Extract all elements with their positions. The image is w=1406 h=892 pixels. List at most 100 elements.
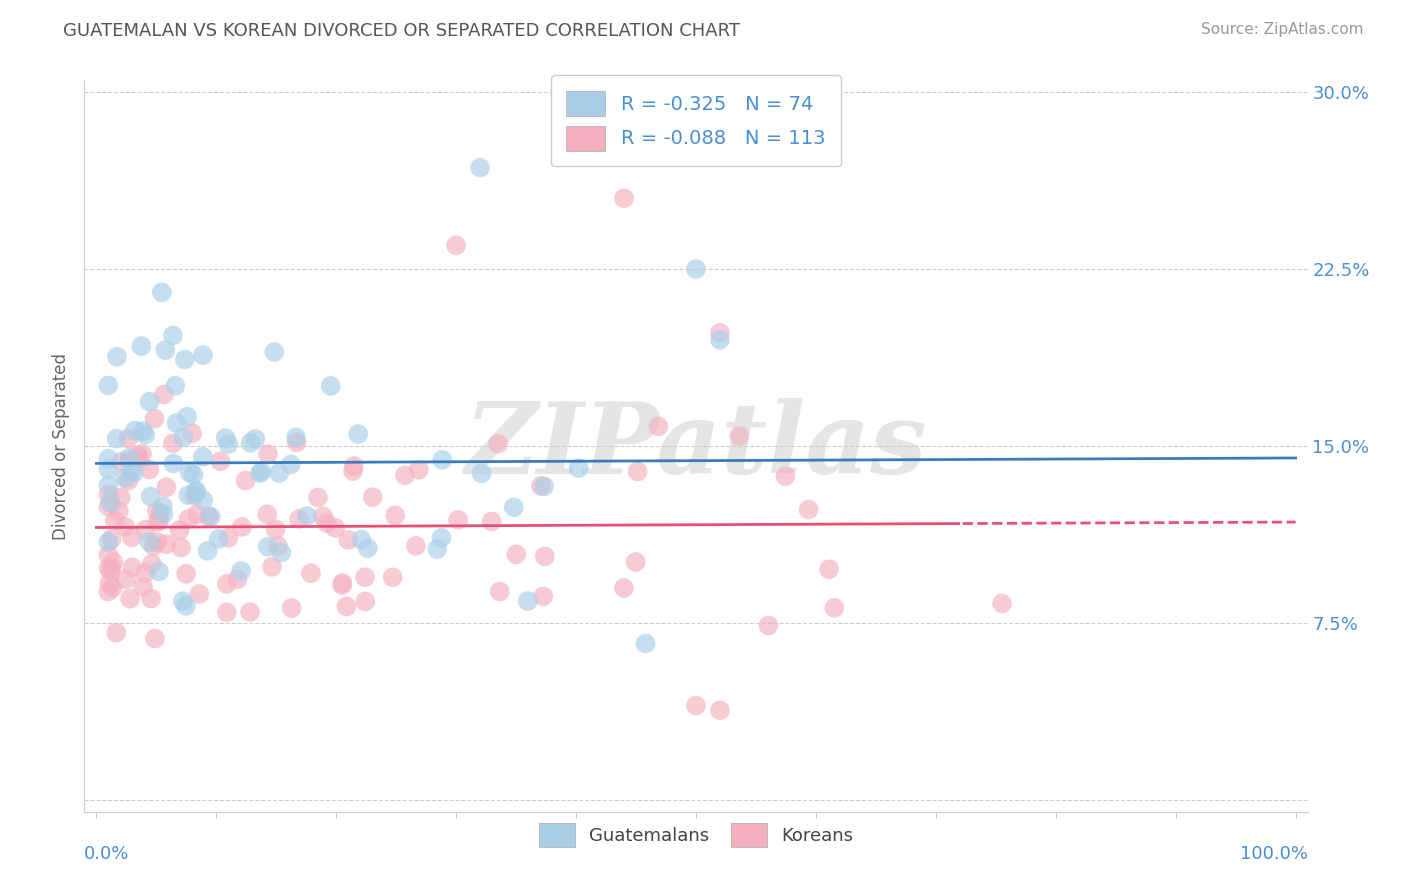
Point xyxy=(183,467,205,482)
Point xyxy=(823,600,845,615)
Point xyxy=(534,549,557,564)
Point xyxy=(104,514,127,528)
Point xyxy=(122,466,145,480)
Point xyxy=(709,703,731,717)
Point xyxy=(148,514,170,528)
Point xyxy=(758,618,780,632)
Point xyxy=(132,580,155,594)
Point xyxy=(172,430,194,444)
Point xyxy=(685,698,707,713)
Point xyxy=(215,605,238,619)
Point xyxy=(295,508,318,523)
Point xyxy=(165,416,187,430)
Point xyxy=(624,555,647,569)
Point xyxy=(709,333,731,347)
Point xyxy=(141,557,163,571)
Point xyxy=(197,543,219,558)
Point xyxy=(176,409,198,424)
Point xyxy=(330,578,353,592)
Point xyxy=(148,565,170,579)
Point xyxy=(249,466,271,480)
Point xyxy=(270,545,292,559)
Point xyxy=(408,462,430,476)
Point xyxy=(486,436,509,450)
Point xyxy=(193,493,215,508)
Point xyxy=(97,535,120,549)
Point xyxy=(170,541,193,555)
Point xyxy=(394,468,416,483)
Point xyxy=(250,465,273,479)
Point xyxy=(357,541,380,555)
Point xyxy=(165,378,187,392)
Point xyxy=(444,238,467,252)
Point xyxy=(269,466,291,480)
Point xyxy=(100,532,122,546)
Point xyxy=(97,487,120,501)
Point xyxy=(239,605,262,619)
Point xyxy=(343,458,366,473)
Point xyxy=(488,584,510,599)
Point xyxy=(191,450,214,464)
Point xyxy=(134,566,156,581)
Point xyxy=(177,488,200,502)
Point xyxy=(146,504,169,518)
Point xyxy=(384,508,406,523)
Point xyxy=(134,427,156,442)
Point xyxy=(217,437,239,451)
Point xyxy=(155,537,177,551)
Point xyxy=(775,469,797,483)
Point xyxy=(991,597,1014,611)
Point xyxy=(97,548,120,562)
Point xyxy=(470,467,492,481)
Point xyxy=(155,480,177,494)
Point xyxy=(121,560,143,574)
Point xyxy=(97,561,120,575)
Point xyxy=(143,632,166,646)
Point xyxy=(354,594,377,608)
Point xyxy=(120,591,142,606)
Point xyxy=(186,485,208,500)
Point xyxy=(354,570,377,584)
Point xyxy=(430,531,453,545)
Point xyxy=(405,539,427,553)
Point xyxy=(101,581,124,595)
Point xyxy=(143,411,166,425)
Point xyxy=(263,345,285,359)
Point xyxy=(162,436,184,450)
Point xyxy=(97,584,120,599)
Point xyxy=(235,474,257,488)
Y-axis label: Divorced or Separated: Divorced or Separated xyxy=(52,352,70,540)
Point xyxy=(257,447,280,461)
Point xyxy=(162,457,184,471)
Point xyxy=(209,454,232,468)
Point xyxy=(337,533,360,547)
Point xyxy=(530,479,553,493)
Point xyxy=(162,328,184,343)
Point xyxy=(152,499,174,513)
Point xyxy=(138,394,160,409)
Point xyxy=(110,491,132,505)
Point xyxy=(121,530,143,544)
Point xyxy=(647,419,669,434)
Point xyxy=(100,560,122,574)
Point xyxy=(323,521,346,535)
Point xyxy=(186,507,208,521)
Point xyxy=(260,559,283,574)
Point xyxy=(174,599,197,613)
Point xyxy=(208,532,231,546)
Point xyxy=(105,350,128,364)
Point xyxy=(361,490,384,504)
Point xyxy=(97,378,120,392)
Point xyxy=(280,601,302,615)
Point xyxy=(98,495,121,509)
Point xyxy=(97,462,120,476)
Point xyxy=(332,576,354,591)
Point xyxy=(97,478,120,492)
Text: 0.0%: 0.0% xyxy=(84,845,129,863)
Point xyxy=(818,562,841,576)
Point xyxy=(516,594,538,608)
Point xyxy=(118,454,141,468)
Point xyxy=(481,515,503,529)
Point xyxy=(613,191,636,205)
Point xyxy=(533,479,555,493)
